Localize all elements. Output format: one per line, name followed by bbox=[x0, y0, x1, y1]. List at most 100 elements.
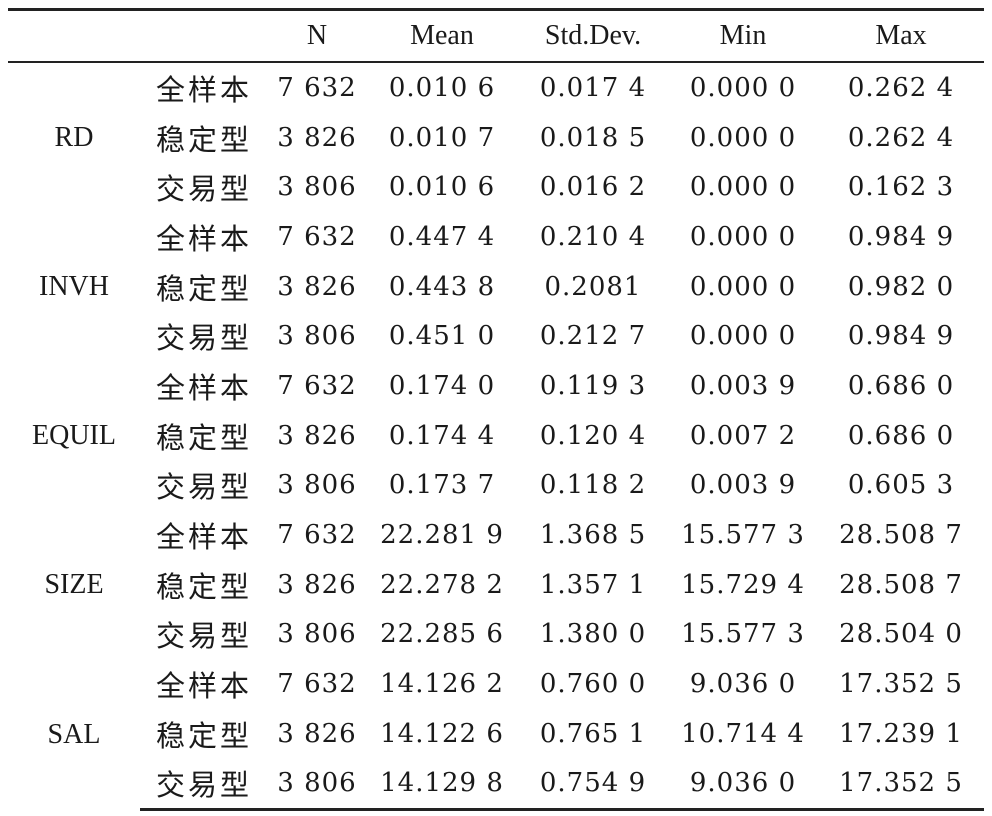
header-variable bbox=[8, 10, 140, 63]
group-cell: 交易型 bbox=[140, 758, 268, 812]
table-row: 稳定型 3 826 22.278 2 1.357 1 15.729 4 28.508 7 bbox=[8, 560, 984, 610]
table-row: SIZE 全样本 7 632 22.281 9 1.368 5 15.577 3 28.50… bbox=[8, 510, 984, 600]
table-row: RD 全样本 7 632 0.010 6 0.017 4 0.000 0 0.262 4 bbox=[8, 62, 984, 153]
std-dev-cell: 0.210 4 bbox=[539, 221, 647, 252]
n-cell: 3 806 bbox=[277, 619, 357, 650]
descriptive-stats-table: N Mean Std.Dev. Min Max RD 全样本 7 632 0.010 … bbox=[8, 8, 984, 812]
variable-name-cell: RD bbox=[54, 121, 94, 153]
max-cell: 28.504 0 bbox=[839, 619, 963, 650]
max-cell: 0.686 0 bbox=[847, 370, 955, 401]
table-row: 交易型 3 806 0.173 7 0.118 2 0.003 9 0.605 3 bbox=[8, 461, 984, 511]
min-cell: 15.577 3 bbox=[681, 619, 805, 650]
min-cell: 15.577 3 bbox=[681, 520, 805, 551]
std-dev-cell: 0.212 7 bbox=[539, 321, 647, 352]
min-cell: 0.000 0 bbox=[689, 321, 797, 352]
group-cell: 稳定型 bbox=[155, 122, 252, 157]
mean-cell: 0.447 4 bbox=[388, 221, 496, 252]
table-row: 交易型 3 806 22.285 6 1.380 0 15.577 3 28.504 0 bbox=[8, 610, 984, 660]
group-cell: 全样本 bbox=[155, 221, 252, 256]
min-cell: 0.000 0 bbox=[689, 172, 797, 203]
n-cell: 3 806 bbox=[268, 758, 366, 812]
max-cell: 0.984 9 bbox=[847, 221, 955, 252]
min-cell: 9.036 0 bbox=[689, 669, 797, 700]
min-cell: 0.000 0 bbox=[689, 271, 797, 302]
group-cell: 稳定型 bbox=[155, 718, 252, 753]
n-cell: 3 826 bbox=[277, 569, 357, 600]
table-row: 交易型 3 806 14.129 8 0.754 9 9.036 0 17.352 5 bbox=[8, 758, 984, 812]
min-cell: 10.714 4 bbox=[681, 718, 805, 749]
n-cell: 3 826 bbox=[277, 271, 357, 302]
n-cell: 3 806 bbox=[277, 321, 357, 352]
header-group bbox=[140, 10, 268, 63]
table-row: EQUIL 全样本 7 632 0.174 0 0.119 3 0.003 9 0.686 … bbox=[8, 361, 984, 451]
min-cell: 9.036 0 bbox=[668, 758, 818, 812]
max-cell: 0.262 4 bbox=[847, 122, 955, 153]
table-row: 稳定型 3 826 0.174 4 0.120 4 0.007 2 0.686 0 bbox=[8, 411, 984, 461]
n-cell: 3 826 bbox=[277, 122, 357, 153]
std-dev-cell: 0.760 0 bbox=[539, 669, 647, 700]
header-mean: Mean bbox=[410, 20, 474, 51]
n-cell: 7 632 bbox=[277, 221, 357, 252]
min-cell: 0.000 0 bbox=[689, 221, 797, 252]
std-dev-cell: 0.118 2 bbox=[539, 470, 647, 501]
std-dev-cell: 0.016 2 bbox=[539, 172, 647, 203]
variable-name-cell: SIZE bbox=[44, 568, 104, 600]
max-cell: 0.605 3 bbox=[847, 470, 955, 501]
variable-name-cell: EQUIL bbox=[32, 419, 116, 451]
mean-cell: 0.010 6 bbox=[388, 172, 496, 203]
max-cell: 28.508 7 bbox=[839, 520, 963, 551]
max-cell: 0.686 0 bbox=[847, 420, 955, 451]
table-row: 稳定型 3 826 0.010 7 0.018 5 0.000 0 0.262 4 bbox=[8, 113, 984, 163]
max-cell: 0.262 4 bbox=[847, 72, 955, 103]
std-dev-cell: 0.120 4 bbox=[539, 420, 647, 451]
mean-cell: 22.278 2 bbox=[380, 569, 504, 600]
mean-cell: 14.126 2 bbox=[380, 669, 504, 700]
std-dev-cell: 0.018 5 bbox=[539, 122, 647, 153]
header-min: Min bbox=[719, 20, 767, 51]
std-dev-cell: 1.357 1 bbox=[539, 569, 647, 600]
max-cell: 0.982 0 bbox=[847, 271, 955, 302]
group-cell: 全样本 bbox=[155, 669, 252, 704]
n-cell: 7 632 bbox=[277, 72, 357, 103]
mean-cell: 0.173 7 bbox=[388, 470, 496, 501]
mean-cell: 0.443 8 bbox=[388, 271, 496, 302]
descriptive-stats-table-container: N Mean Std.Dev. Min Max RD 全样本 7 632 0.010 … bbox=[8, 8, 984, 812]
mean-cell: 14.122 6 bbox=[380, 718, 504, 749]
group-cell: 稳定型 bbox=[155, 569, 252, 604]
mean-cell: 0.174 4 bbox=[388, 420, 496, 451]
group-cell: 全样本 bbox=[155, 520, 252, 555]
max-cell: 0.984 9 bbox=[847, 321, 955, 352]
group-cell: 稳定型 bbox=[155, 271, 252, 306]
group-cell: 全样本 bbox=[155, 370, 252, 405]
max-cell: 17.352 5 bbox=[818, 758, 984, 812]
max-cell: 0.162 3 bbox=[847, 172, 955, 203]
std-dev-cell: 0.017 4 bbox=[539, 72, 647, 103]
std-dev-cell: 0.119 3 bbox=[539, 370, 647, 401]
table-row: SAL 全样本 7 632 14.126 2 0.760 0 9.036 0 17.352 … bbox=[8, 659, 984, 749]
min-cell: 0.000 0 bbox=[689, 72, 797, 103]
std-dev-cell: 1.380 0 bbox=[539, 619, 647, 650]
header-n: N bbox=[306, 20, 328, 51]
table-body: RD 全样本 7 632 0.010 6 0.017 4 0.000 0 0.262 4 稳定… bbox=[8, 62, 984, 812]
header-max: Max bbox=[875, 20, 927, 51]
max-cell: 28.508 7 bbox=[839, 569, 963, 600]
table-header-row: N Mean Std.Dev. Min Max bbox=[8, 9, 984, 63]
group-cell: 交易型 bbox=[155, 470, 252, 505]
table-row: 交易型 3 806 0.451 0 0.212 7 0.000 0 0.984 9 bbox=[8, 311, 984, 361]
table-row: 交易型 3 806 0.010 6 0.016 2 0.000 0 0.162 3 bbox=[8, 162, 984, 212]
mean-cell: 14.129 8 bbox=[366, 758, 518, 812]
n-cell: 7 632 bbox=[277, 520, 357, 551]
std-dev-cell: 0.754 9 bbox=[518, 758, 668, 812]
mean-cell: 22.281 9 bbox=[380, 520, 504, 551]
min-cell: 0.007 2 bbox=[689, 420, 797, 451]
mean-cell: 22.285 6 bbox=[380, 619, 504, 650]
mean-cell: 0.174 0 bbox=[388, 370, 496, 401]
std-dev-cell: 0.2081 bbox=[544, 271, 642, 302]
variable-name-cell: SAL bbox=[47, 718, 101, 750]
min-cell: 0.003 9 bbox=[689, 470, 797, 501]
n-cell: 7 632 bbox=[277, 669, 357, 700]
group-cell: 全样本 bbox=[155, 72, 252, 107]
std-dev-cell: 0.765 1 bbox=[539, 718, 647, 749]
mean-cell: 0.010 6 bbox=[388, 72, 496, 103]
group-cell: 稳定型 bbox=[155, 420, 252, 455]
